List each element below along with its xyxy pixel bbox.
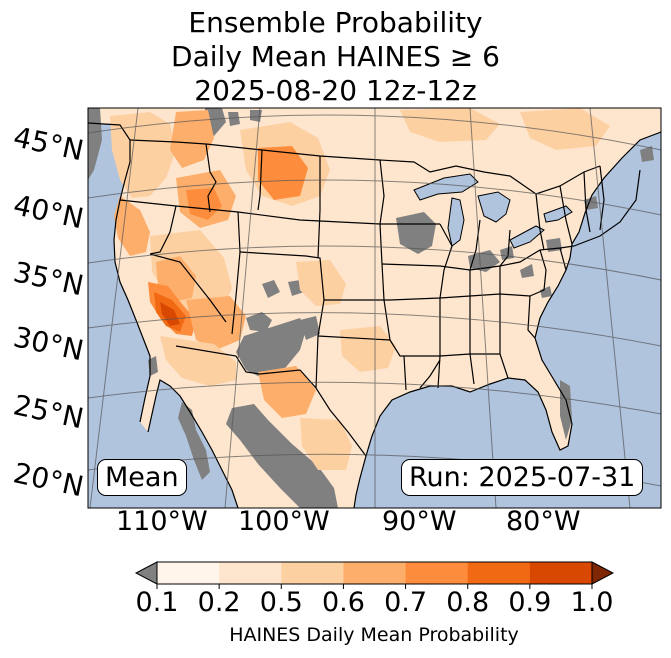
title-line-1: Ensemble Probability [188,6,483,39]
stat-label-box: Mean [97,459,187,496]
colorbar-over-triangle [591,561,615,585]
title-line-3: 2025-08-20 12z-12z [194,74,477,107]
graticule [88,108,661,508]
colorbar-bin [467,562,531,584]
colorbar-tick-label: 0.5 [259,587,303,618]
title-line-2: Daily Mean HAINES ≥ 6 [171,40,500,73]
colorbar-bin [529,562,593,584]
colorbar-title: HAINES Daily Mean Probability [229,624,519,646]
colorbar-bin [405,562,469,584]
colorbar-under-triangle [134,561,158,585]
map-frame [87,107,662,509]
lon-label-90w: 90°W [382,506,457,537]
colorbar-tick-label: 0.6 [321,587,365,618]
missing-data-regions [88,108,654,508]
great-lakes [413,173,573,249]
colorbar-tick-label: 1.0 [570,587,614,618]
colorbar-bin [343,562,407,584]
run-date-box: Run: 2025-07-31 [401,459,644,496]
colorbar-bin [281,562,344,584]
probability-regions [110,108,610,470]
colorbar-tick-label: 0.8 [446,587,490,618]
colorbar-tick-label: 0.9 [508,587,552,618]
colorbar-bin [157,562,220,584]
colorbar-bin [219,562,282,584]
colorbar-tick-label: 0.7 [384,587,428,618]
colorbar-bins [157,562,593,584]
colorbar-outline [156,561,593,585]
lon-label-80w: 80°W [506,506,581,537]
colorbar-tick-label: 0.2 [197,587,241,618]
lon-label-110w: 110°W [116,506,208,537]
lon-label-100w: 100°W [238,506,330,537]
state-borders [88,122,661,508]
colorbar-tick-label: 0.1 [135,587,179,618]
